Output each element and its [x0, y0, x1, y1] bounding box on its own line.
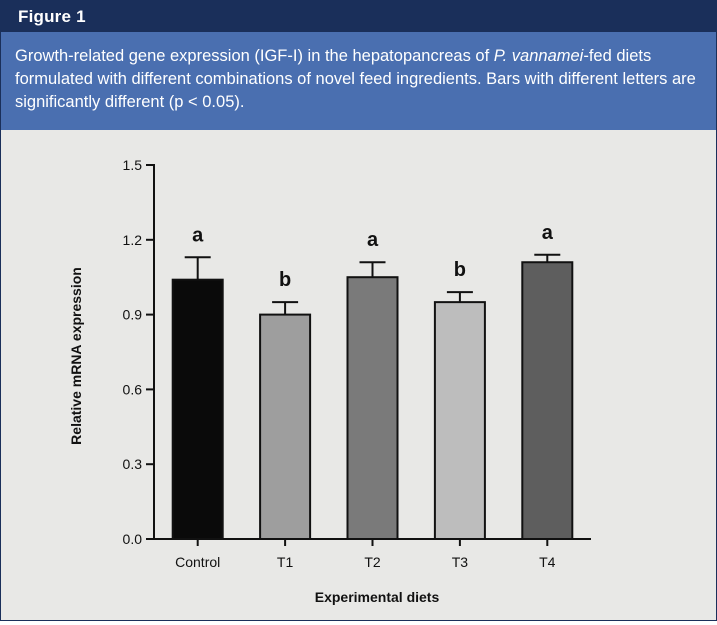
- y-tick-label: 0.0: [123, 531, 143, 547]
- y-tick-label: 0.9: [123, 307, 143, 323]
- x-tick-label: Control: [175, 554, 220, 570]
- bar: [433, 301, 486, 540]
- x-tick-label: T4: [539, 554, 556, 570]
- chart-axes: 0.0 0.3 0.6 0.9 1.2 1.5 Control T1 T2 T3 T4: [123, 157, 591, 570]
- figure-title: Figure 1: [18, 7, 86, 26]
- caption-part-1: Growth-related gene expression (IGF-I) i…: [15, 47, 494, 65]
- bar: [259, 313, 312, 540]
- x-axis-label: Experimental diets: [315, 589, 440, 605]
- significance-letter: b: [454, 259, 466, 281]
- x-tick-label: T2: [364, 554, 381, 570]
- bar: [346, 276, 399, 540]
- x-tick-label: T3: [452, 554, 469, 570]
- bar: [521, 261, 574, 541]
- y-tick-label: 0.3: [123, 456, 143, 472]
- y-tick-label: 1.2: [123, 232, 143, 248]
- chart-svg: 0.0 0.3 0.6 0.9 1.2 1.5 Control T1 T2 T3 T4 a b a ba …: [68, 157, 591, 605]
- caption-text: Growth-related gene expression (IGF-I) i…: [15, 45, 705, 114]
- significance-letter: a: [367, 229, 379, 251]
- y-tick-label: 0.6: [123, 381, 143, 397]
- chart-bars: a b a b a: [171, 222, 574, 541]
- significance-letter: a: [192, 224, 204, 246]
- x-tick-label: T1: [277, 554, 294, 570]
- significance-letter: b: [279, 269, 291, 291]
- bar: [171, 278, 224, 540]
- caption-part-2: -fed diets formulated with different com…: [15, 47, 696, 111]
- significance-letter: a: [542, 222, 554, 244]
- caption-species: P. vannamei: [493, 47, 584, 65]
- figure-caption: Growth-related gene expression (IGF-I) i…: [1, 32, 716, 130]
- figure-title-bar: Figure 1: [1, 1, 716, 32]
- y-axis-label: Relative mRNA expression: [68, 267, 84, 445]
- y-tick-label: 1.5: [123, 157, 143, 173]
